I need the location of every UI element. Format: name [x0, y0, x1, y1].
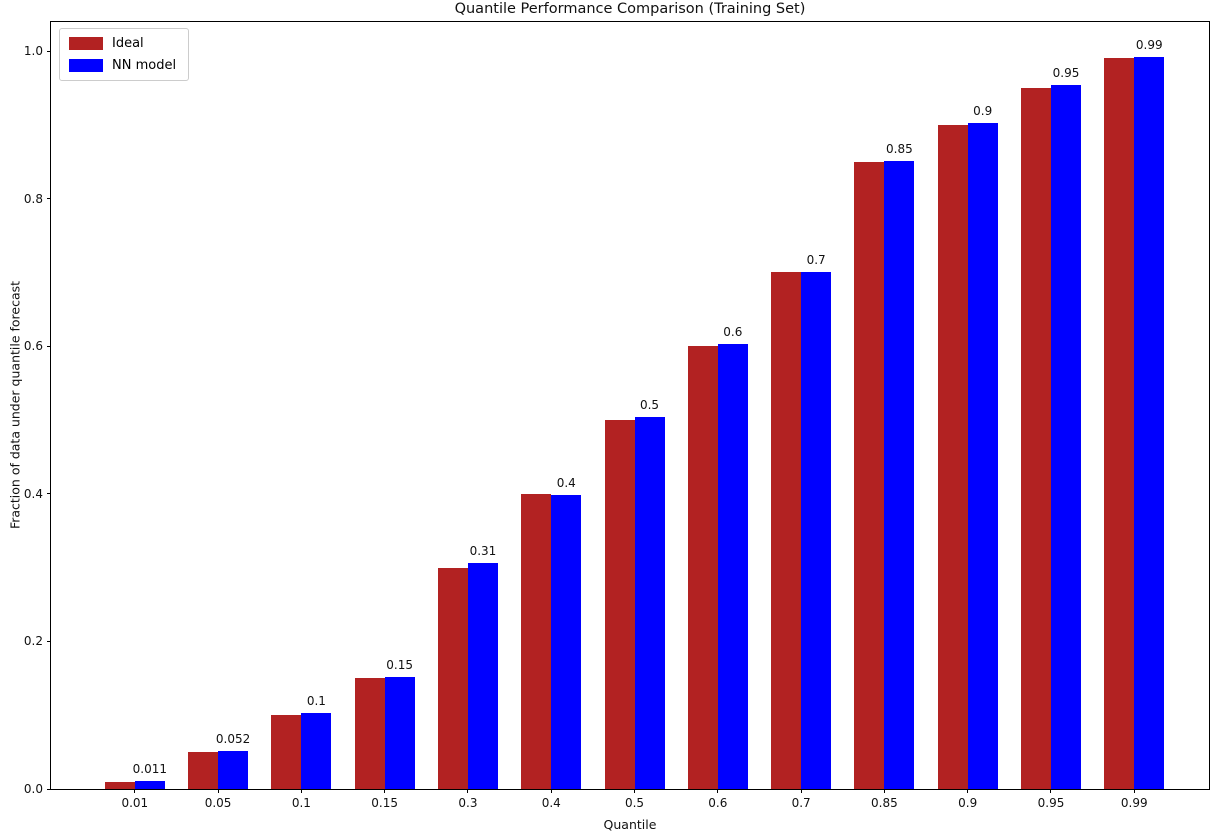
- x-tick-label: 0.85: [871, 796, 898, 810]
- bar-nn-model: [1134, 56, 1165, 789]
- x-tick-mark: [717, 789, 719, 793]
- bar-value-label: 0.6: [723, 325, 743, 339]
- y-tick-label: 0.8: [23, 191, 43, 206]
- y-tick-label: 0.6: [23, 339, 43, 354]
- bar-nn-model: [801, 272, 832, 789]
- plot-area: Ideal NN model 0.0 0.2 0.4 0.6 0.8 1.0 0.01 0.01…: [24, 21, 1210, 810]
- x-tick-mark: [634, 789, 636, 793]
- bar-ideal: [354, 678, 385, 789]
- bar-nn-model: [551, 495, 582, 789]
- x-tick-label: 0.4: [541, 796, 561, 810]
- bar-value-label: 0.7: [806, 253, 826, 268]
- x-tick-mark: [550, 789, 552, 793]
- y-tick-label: 0.0: [23, 782, 43, 796]
- y-tick-mark: [47, 50, 51, 52]
- x-axis-label: Quantile: [603, 817, 657, 832]
- bar-ideal: [1020, 87, 1051, 789]
- bar-value-label: 0.1: [306, 694, 326, 708]
- y-tick-mark: [47, 493, 51, 495]
- x-tick-mark: [300, 789, 302, 793]
- bar-ideal: [937, 124, 968, 789]
- bar-value-label: 0.31: [469, 544, 497, 559]
- bar-nn-model: [384, 676, 415, 789]
- bar-nn-model: [134, 780, 165, 789]
- y-axis-label: Fraction of data under quantile forecast: [7, 280, 23, 530]
- bar-ideal: [104, 781, 135, 789]
- y-tick-mark: [47, 345, 51, 347]
- y-tick-mark: [47, 198, 51, 200]
- x-tick-mark: [467, 789, 469, 793]
- bar-value-label: 0.5: [639, 398, 660, 413]
- legend: Ideal NN model: [59, 28, 190, 81]
- y-tick-label: 0.4: [23, 486, 43, 501]
- bar-nn-model: [1050, 84, 1081, 789]
- bar-value-label: 0.99: [1135, 37, 1163, 52]
- y-tick-label: 0.2: [23, 634, 43, 649]
- bar-value-label: 0.011: [132, 761, 167, 776]
- x-tick-mark: [883, 789, 885, 793]
- x-tick-mark: [1133, 789, 1135, 793]
- x-tick-label: 0.7: [791, 796, 811, 810]
- chart-title: Quantile Performance Comparison (Trainin…: [454, 1, 806, 17]
- bar-nn-model: [218, 750, 249, 789]
- x-tick-label: 0.99: [1120, 796, 1148, 810]
- bar-ideal: [604, 420, 635, 789]
- bar-nn-model: [467, 563, 498, 789]
- bar-ideal: [437, 567, 468, 789]
- bar-value-label: 0.95: [1052, 65, 1080, 80]
- bar-ideal: [1104, 58, 1135, 789]
- x-tick-mark: [384, 789, 386, 793]
- bar-value-label: 0.85: [886, 141, 913, 156]
- x-tick-mark: [1050, 789, 1052, 793]
- bar-ideal: [771, 272, 802, 789]
- bar-ideal: [854, 161, 885, 789]
- bar-value-label: 0.4: [556, 476, 576, 491]
- legend-item: NN model: [69, 58, 176, 73]
- bar-ideal: [188, 752, 219, 789]
- x-tick-label: 0.05: [204, 796, 232, 810]
- x-tick-label: 0.01: [121, 796, 149, 810]
- x-tick-label: 0.15: [371, 796, 399, 810]
- bar-nn-model: [301, 713, 332, 789]
- bar-value-label: 0.052: [215, 731, 251, 746]
- bar-value-label: 0.15: [386, 657, 414, 672]
- bar-ideal: [521, 493, 552, 789]
- legend-item: Ideal: [69, 36, 176, 51]
- y-tick-mark: [47, 788, 51, 790]
- y-tick-mark: [47, 640, 51, 642]
- legend-label: NN model: [112, 58, 177, 73]
- bar-value-label: 0.9: [973, 104, 993, 119]
- legend-label: Ideal: [112, 36, 144, 51]
- bar-nn-model: [884, 160, 915, 789]
- legend-swatch-ideal: [69, 37, 103, 50]
- x-tick-label: 0.3: [458, 796, 478, 810]
- x-tick-mark: [217, 789, 219, 793]
- legend-swatch-nn-model: [69, 59, 103, 72]
- x-tick-mark: [800, 789, 802, 793]
- x-tick-mark: [134, 789, 136, 793]
- bar-ideal: [687, 346, 718, 789]
- x-tick-label: 0.5: [624, 796, 645, 810]
- bar-nn-model: [717, 344, 748, 789]
- x-tick-label: 0.9: [958, 796, 978, 810]
- bar-nn-model: [967, 123, 998, 789]
- x-tick-mark: [967, 789, 969, 793]
- x-tick-label: 0.95: [1037, 796, 1065, 810]
- x-tick-label: 0.1: [291, 796, 311, 810]
- bar-ideal: [271, 715, 302, 789]
- x-tick-label: 0.6: [708, 796, 728, 810]
- bar-nn-model: [634, 417, 665, 789]
- y-tick-label: 1.0: [23, 44, 43, 58]
